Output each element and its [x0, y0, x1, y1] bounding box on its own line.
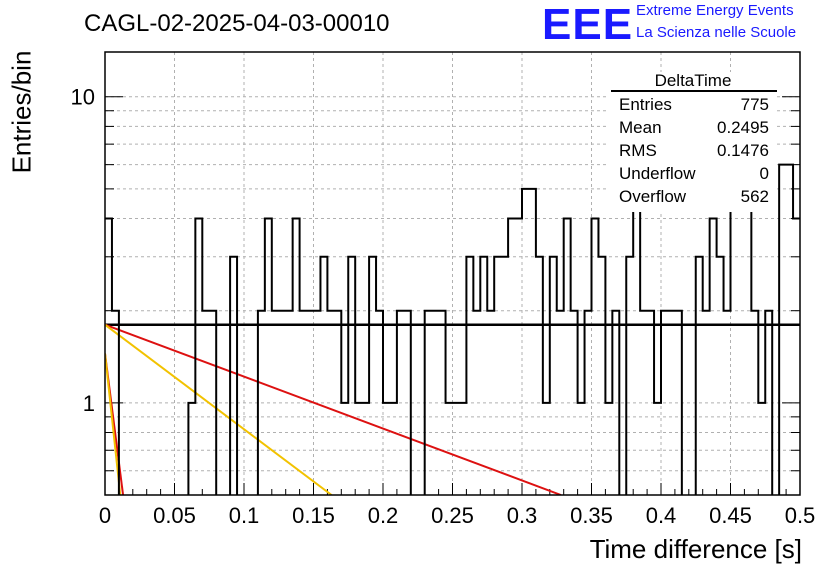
stats-title: DeltaTime: [655, 71, 732, 90]
histogram-outline: [105, 163, 800, 495]
stats-label-rms: RMS: [619, 141, 657, 160]
x-tick-label: 0.1: [229, 503, 260, 528]
stats-value-underflow: 0: [760, 164, 769, 183]
x-tick-label: 0.2: [368, 503, 399, 528]
stats-label-entries: Entries: [619, 95, 672, 114]
stats-value-overflow: 562: [741, 187, 769, 206]
fit-line: [105, 353, 122, 495]
x-tick-label: 0.05: [153, 503, 196, 528]
logo-line-2: La Scienza nelle Scuole: [636, 24, 797, 41]
stats-value-rms: 0.1476: [717, 141, 769, 160]
logo-line-1: Extreme Energy Events: [636, 2, 794, 19]
x-tick-label: 0.4: [646, 503, 677, 528]
eee-logo: EEE: [542, 0, 634, 49]
fit-line: [105, 323, 333, 495]
y-tick-label: 10: [71, 85, 95, 110]
x-tick-label: 0.15: [292, 503, 335, 528]
x-tick-label: 0.45: [709, 503, 752, 528]
stats-box-background: [609, 72, 777, 212]
x-tick-label: 0.35: [570, 503, 613, 528]
grid: [105, 52, 800, 495]
y-tick-label: 1: [83, 391, 95, 416]
stats-value-mean: 0.2495: [717, 118, 769, 137]
stats-label-mean: Mean: [619, 118, 662, 137]
x-tick-label: 0.25: [431, 503, 474, 528]
stats-box: DeltaTime Entries 775 Mean 0.2495 RMS 0.…: [609, 71, 777, 212]
plot-frame: [104, 51, 801, 496]
x-tick-label: 0: [99, 503, 111, 528]
stats-label-overflow: Overflow: [619, 187, 687, 206]
x-tick-label: 0.5: [785, 503, 816, 528]
y-axis-title: Entries/bin: [6, 50, 37, 174]
fit-lines: [105, 323, 800, 495]
stats-label-underflow: Underflow: [619, 164, 696, 183]
x-axis-title: Time difference [s]: [589, 534, 802, 564]
run-title: CAGL-02-2025-04-03-00010: [84, 10, 390, 37]
stats-value-entries: 775: [741, 95, 769, 114]
x-tick-label: 0.3: [507, 503, 538, 528]
fit-line: [105, 323, 562, 495]
axis-ticks: 0 0.05 0.1 0.15 0.2 0.25 0.3 0.35 0.4 0.45 0.5 1 10: [71, 85, 816, 528]
